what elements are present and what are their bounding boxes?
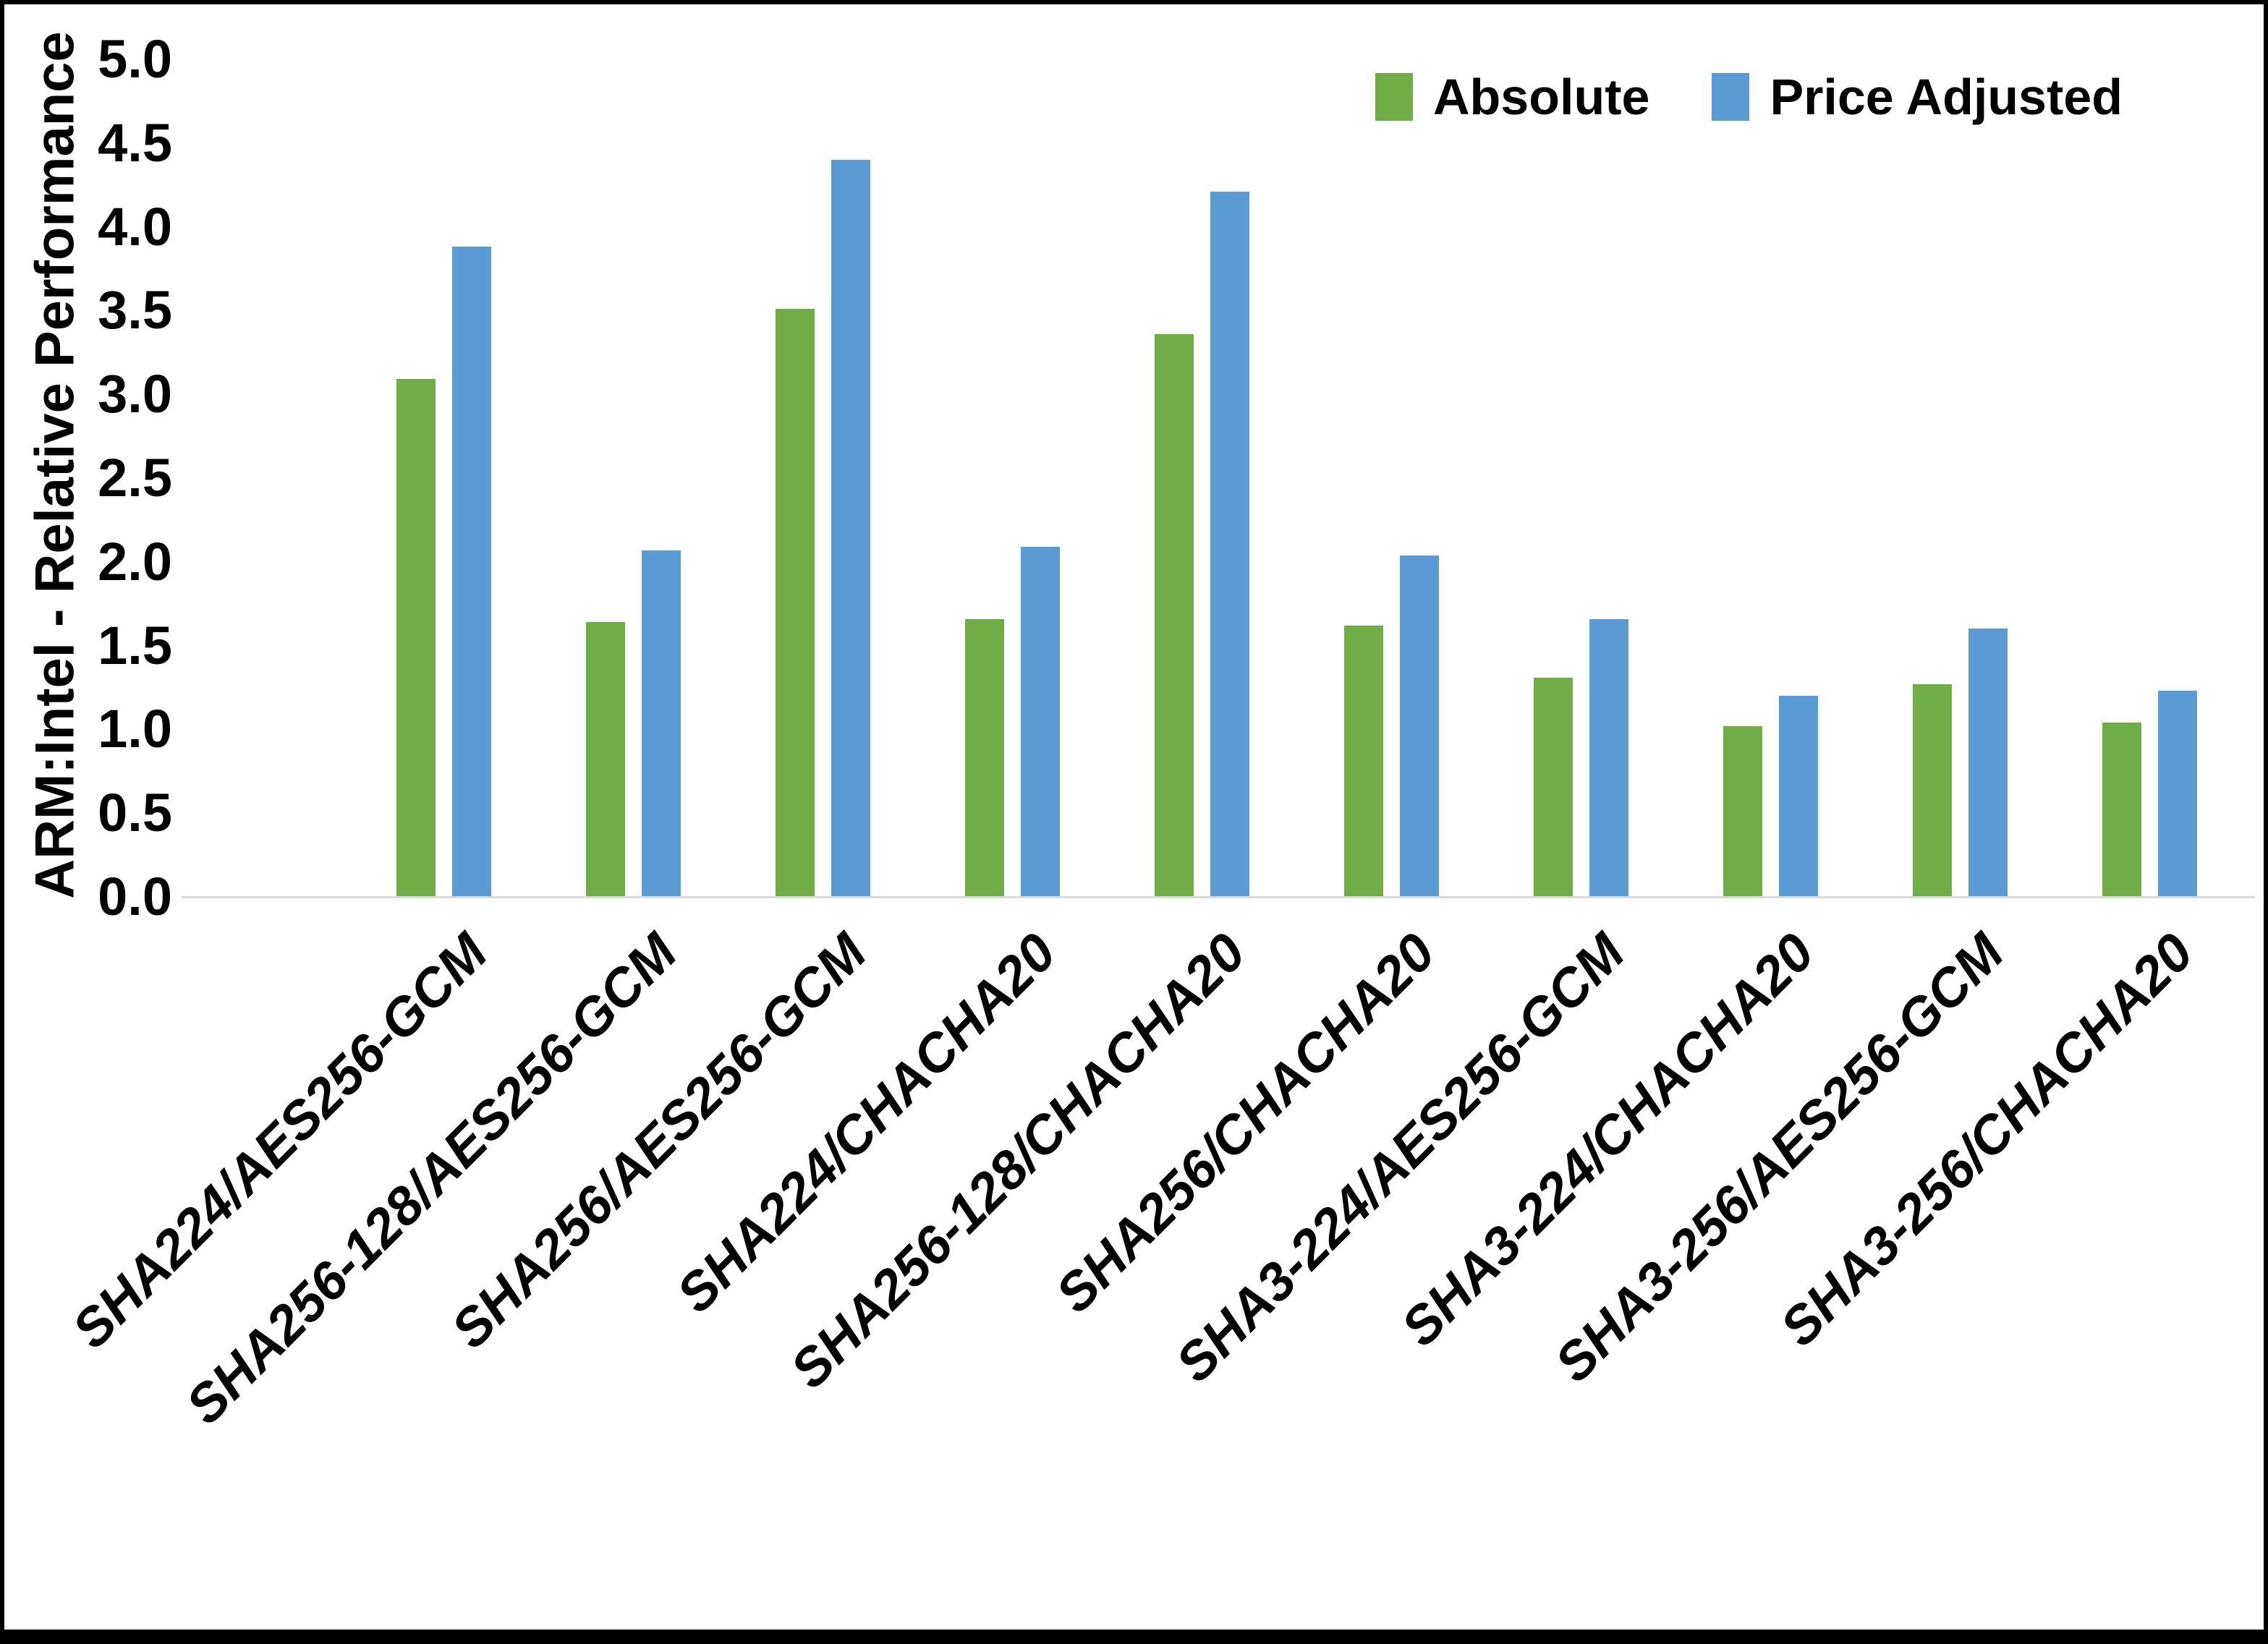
bar-absolute [965,618,1004,897]
bar-price-adjusted [452,247,491,897]
bar-absolute [776,309,815,897]
legend-swatch-icon [1375,73,1413,121]
bar-absolute [1913,683,1952,897]
bar-price-adjusted [1021,546,1060,897]
bar-absolute [2102,723,2141,897]
y-tick-label: 0.0 [98,866,172,927]
y-tick-label: 4.0 [98,196,172,257]
legend-item: Price Adjusted [1712,68,2123,126]
bar-absolute [396,379,436,897]
legend-label: Price Adjusted [1770,69,2123,125]
y-tick-label: 5.0 [98,29,172,89]
bar-price-adjusted [1210,191,1249,897]
y-tick-label: 1.0 [98,699,172,759]
bar-price-adjusted [1968,629,2008,897]
y-tick-label: 3.0 [98,364,172,425]
bar-absolute [1344,625,1383,897]
bar-absolute [1534,677,1573,897]
legend-swatch-icon [1712,73,1750,121]
legend-item: Absolute [1375,68,1649,126]
y-tick-label: 3.5 [98,280,172,341]
legend: Absolute Price Adjusted [1375,68,2123,126]
bar-absolute [1723,725,1762,897]
bar-price-adjusted [642,550,681,897]
bar-price-adjusted [831,159,870,897]
y-tick-label: 2.0 [98,531,172,592]
x-axis-line [182,896,2255,898]
y-tick-label: 1.5 [98,615,172,676]
bar-price-adjusted [2158,691,2197,897]
bar-absolute [1155,333,1194,897]
y-tick-label: 0.5 [98,783,172,843]
bar-price-adjusted [1779,696,1818,897]
bar-price-adjusted [1589,618,1628,897]
bar-price-adjusted [1400,555,1439,897]
y-tick-label: 4.5 [98,112,172,173]
bar-absolute [586,622,625,897]
legend-label: Absolute [1433,69,1650,125]
y-tick-label: 2.5 [98,448,172,508]
